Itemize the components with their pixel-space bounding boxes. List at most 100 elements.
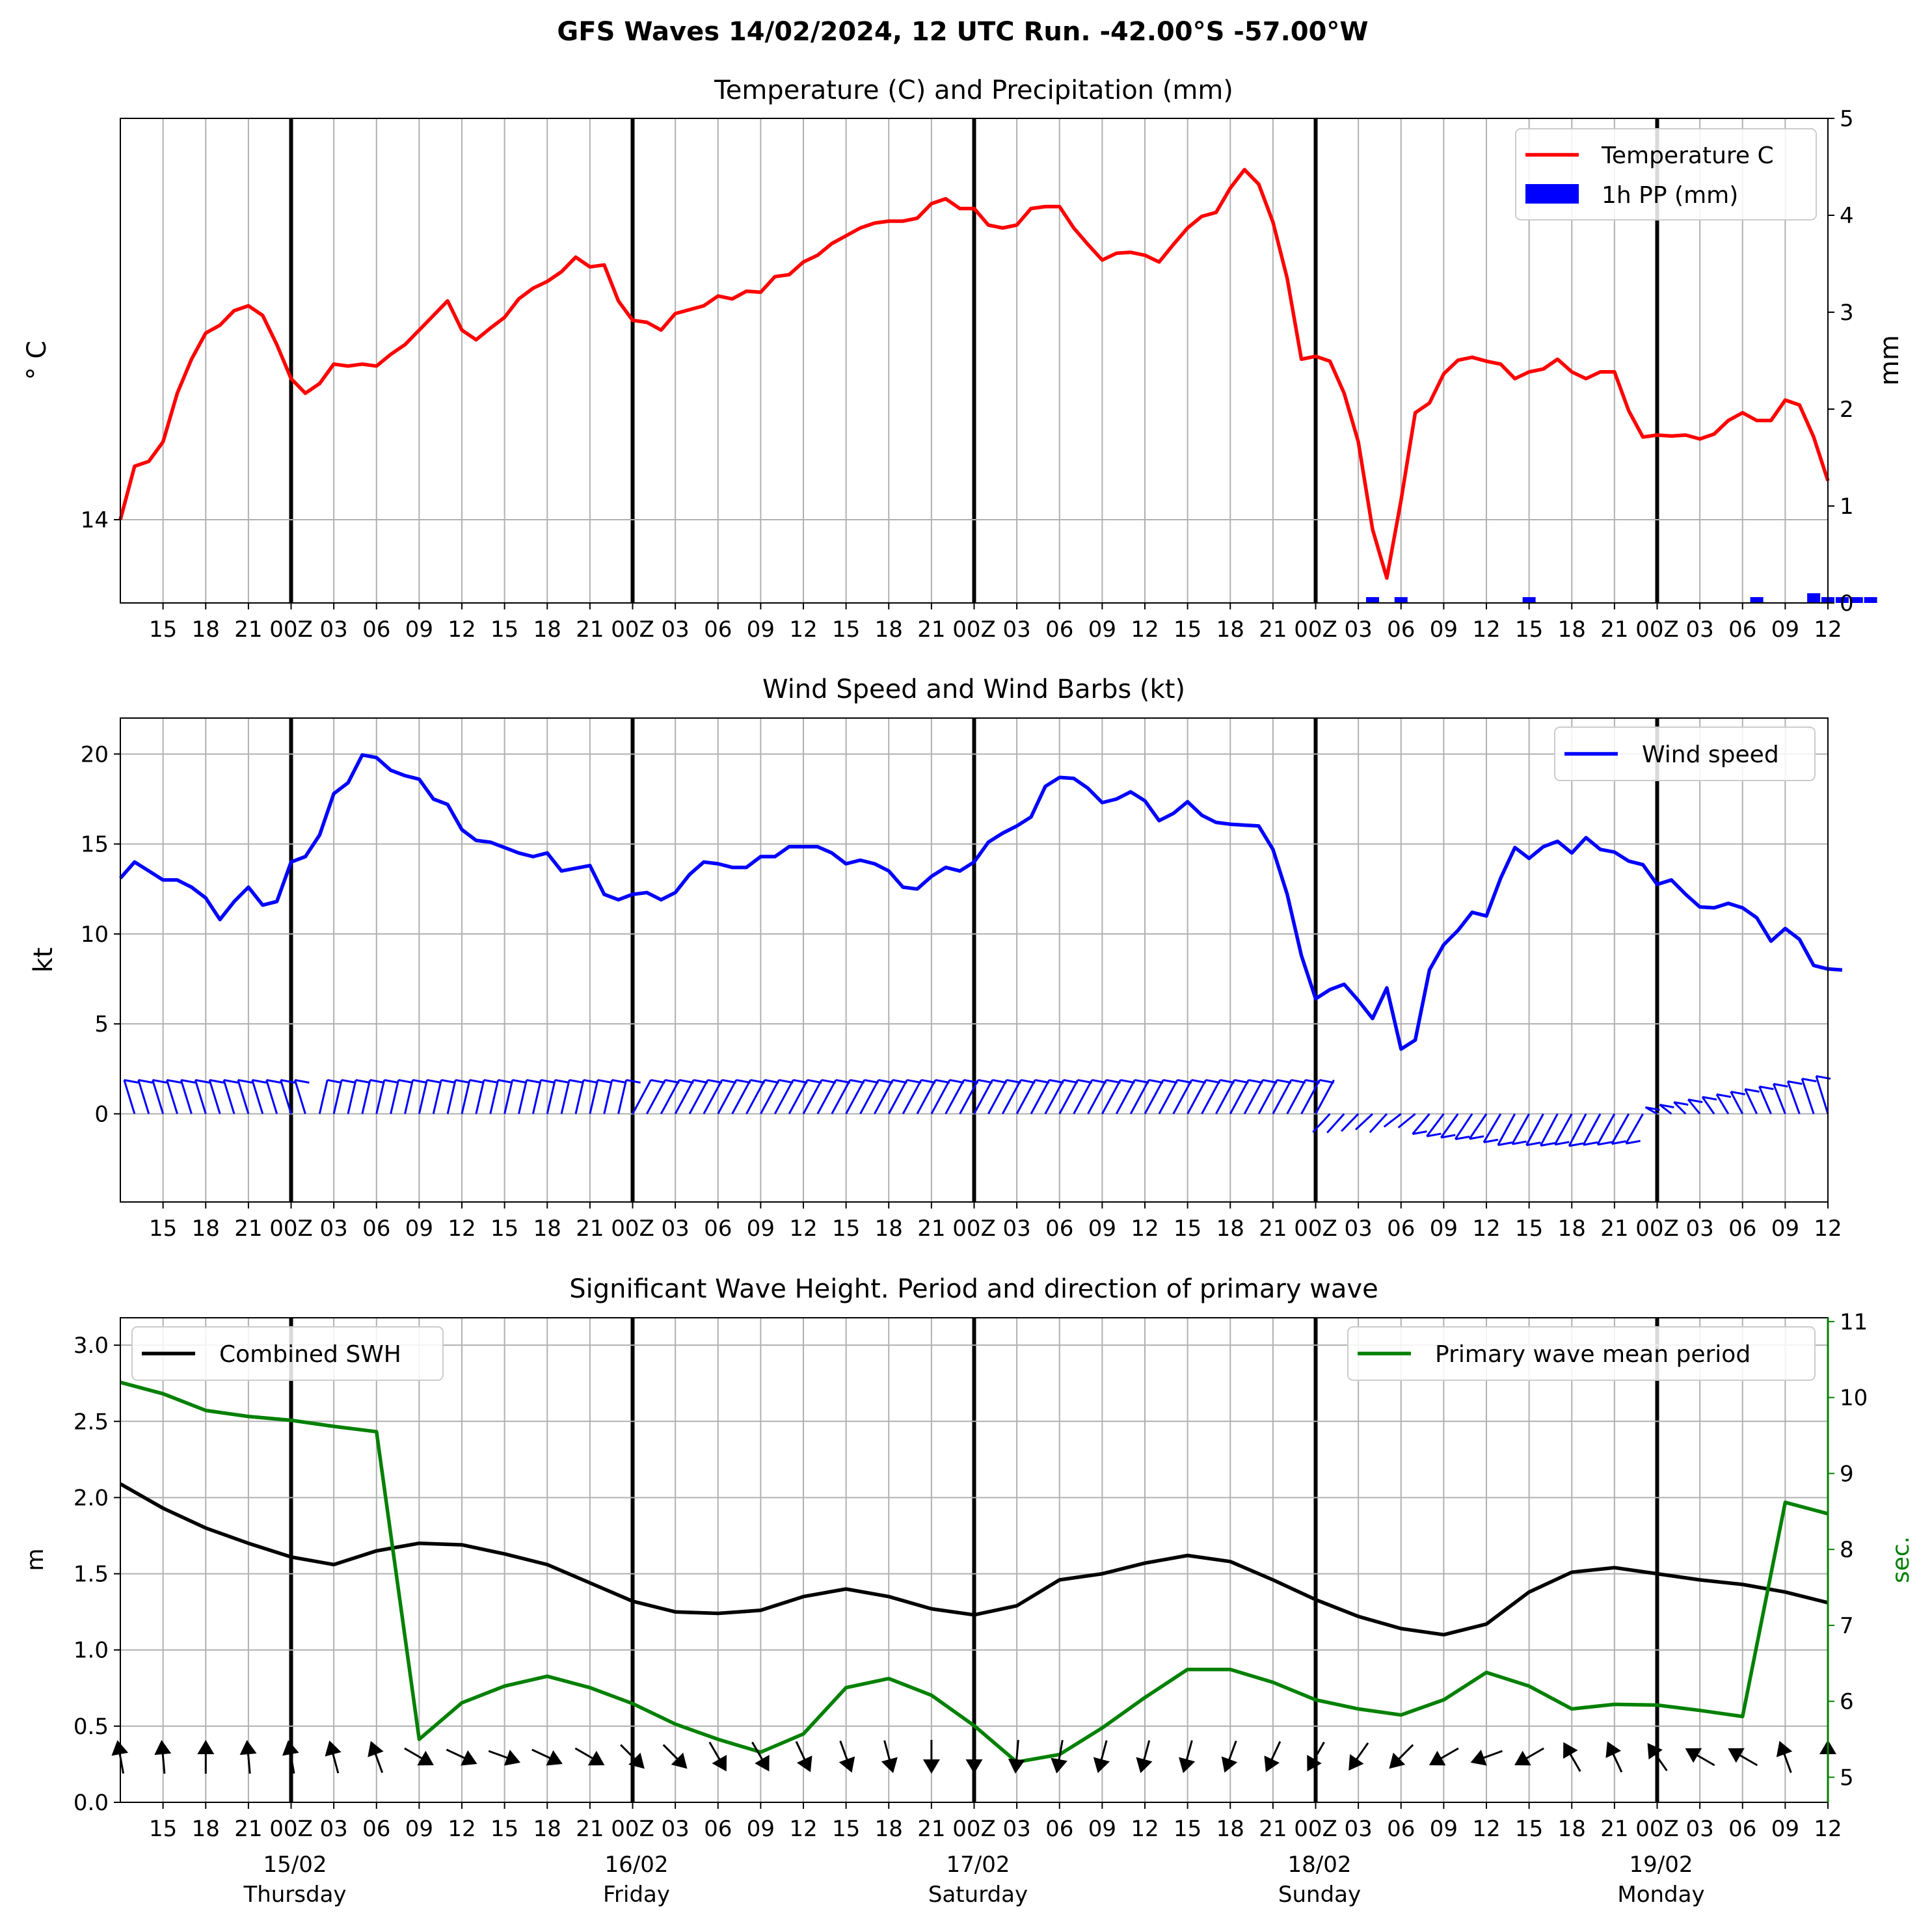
wind-barb-shaft [347, 1080, 357, 1114]
y2-tick-label: 0 [1840, 591, 1854, 617]
wind-barb-shaft [916, 1079, 937, 1115]
swh-y-label: m [22, 1548, 49, 1571]
wind-barb-shaft [1772, 1083, 1786, 1115]
day-name-label: Thursday [243, 1882, 346, 1908]
wind-barb-shaft [874, 1079, 894, 1115]
wind-barb-flag [195, 1079, 210, 1084]
wind-barb-shaft [475, 1080, 485, 1114]
x-tick-label: 15 [1515, 1216, 1543, 1242]
wind-barb-shaft [180, 1080, 193, 1114]
wind-barb-shaft [446, 1080, 457, 1114]
wind-barb-flag [583, 1079, 598, 1084]
wind-barb-shaft [603, 1080, 613, 1114]
wind-barb-shaft [1087, 1079, 1107, 1115]
wave-arrow-shaft [1099, 1740, 1108, 1763]
y2-tick-label: 5 [1840, 106, 1854, 132]
precip-legend-label: 1h PP (mm) [1602, 182, 1738, 209]
wind-barb-flag [1801, 1078, 1817, 1082]
x-tick-label: 09 [1771, 1816, 1799, 1842]
wave-direction-arrow [446, 1748, 477, 1766]
x-tick-label: 18 [875, 1216, 903, 1242]
x-tick-label: 03 [1685, 1216, 1713, 1242]
wind-barb-flag [1611, 1140, 1627, 1145]
y-tick-label: 15 [81, 832, 109, 858]
wind-barb-shaft [1687, 1099, 1701, 1115]
x-tick-label: 06 [1387, 1816, 1415, 1842]
wind-barb-flag [935, 1079, 950, 1084]
wind-barb-shaft [973, 1079, 993, 1115]
x-tick-label: 03 [1685, 617, 1713, 643]
wind-barb-flag [906, 1079, 922, 1084]
wave-direction-arrow [965, 1740, 983, 1774]
wind-barb-flag [1205, 1079, 1220, 1084]
wave-arrow-head [417, 1750, 434, 1766]
wind-barb-shaft [194, 1080, 207, 1114]
precipitation-bars [1366, 593, 1877, 603]
wind-barb-flag [1427, 1132, 1442, 1138]
x-tick-label: 00Z [1294, 1216, 1337, 1242]
x-tick-label: 12 [448, 617, 476, 643]
wave-arrow-shaft [708, 1741, 722, 1762]
wave-arrow-shaft [404, 1747, 425, 1761]
wind-panel-title: Wind Speed and Wind Barbs (kt) [762, 674, 1185, 704]
x-tick-label: 06 [362, 617, 390, 643]
wave-direction-arrow [488, 1750, 521, 1766]
wind-barb-shaft [760, 1079, 780, 1115]
wind-barb-flag [223, 1079, 239, 1084]
y2-tick-label: 2 [1840, 397, 1854, 423]
x-tick-label: 09 [747, 1816, 775, 1842]
wave-direction-arrow [1179, 1740, 1196, 1774]
wind-barb-shaft [1215, 1079, 1235, 1115]
wave-direction-arrow [325, 1740, 342, 1774]
wave-arrow-head [587, 1750, 605, 1766]
wind-barb-shaft [1229, 1079, 1250, 1115]
wave-direction-arrow [1605, 1741, 1623, 1773]
wind-barb-flag [412, 1079, 427, 1084]
wind-barb-shaft [166, 1080, 178, 1114]
wave-arrow-shaft [883, 1740, 891, 1763]
wind-barb-shaft [1744, 1088, 1758, 1115]
wave-arrow-shaft [1354, 1742, 1369, 1762]
wind-barb-flag [1597, 1141, 1613, 1146]
x-tick-label: 18 [1216, 1816, 1244, 1842]
wave-arrow-shaft [574, 1747, 595, 1761]
y-tick-label: 5 [94, 1011, 109, 1037]
wind-barb-shaft [461, 1080, 471, 1114]
wind-barb-shaft [1073, 1079, 1093, 1115]
x-tick-label: 09 [1088, 1216, 1116, 1242]
x-tick-label: 15 [490, 1816, 518, 1842]
wind-barb-flag [1730, 1091, 1746, 1095]
wind-barb-flag [1787, 1080, 1803, 1085]
x-tick-label: 03 [1344, 1216, 1372, 1242]
wave-arrow-shaft [1737, 1753, 1758, 1767]
wave-direction-arrow [1429, 1747, 1459, 1766]
wind-barb-shaft [1115, 1079, 1136, 1115]
wave-arrow-head [1470, 1750, 1487, 1766]
wind-barb-shaft [1315, 1079, 1335, 1115]
wave-arrow-head [1051, 1757, 1067, 1774]
period-legend: Primary wave mean period [1347, 1326, 1816, 1381]
wind-barb-shaft [902, 1079, 922, 1115]
wave-arrow-shaft [531, 1748, 553, 1760]
wind-barb-shaft [1659, 1104, 1672, 1115]
wave-arrow-head [1776, 1741, 1793, 1757]
wind-barb-flag [651, 1079, 665, 1084]
wave-arrow-shaft [1228, 1741, 1237, 1763]
x-tick-label: 03 [319, 1216, 347, 1242]
wind-barb-flag [124, 1079, 139, 1084]
wind-barb-shaft [208, 1080, 221, 1114]
x-tick-label: 00Z [952, 1816, 996, 1842]
wind-barb-flag [369, 1079, 385, 1084]
y-tick-label: 0.5 [74, 1714, 109, 1740]
x-tick-label: 12 [448, 1216, 476, 1242]
day-name-label: Friday [603, 1882, 670, 1908]
wind-barb-shaft [489, 1080, 500, 1114]
wind-barb-flag [1077, 1079, 1093, 1084]
wind-barb-shaft [1058, 1079, 1079, 1115]
x-tick-label: 03 [1344, 1816, 1372, 1842]
wind-barb-flag [665, 1079, 680, 1084]
wind-barb-shaft [1326, 1113, 1345, 1134]
wind-barb-flag [295, 1079, 310, 1084]
wind-barb-flag [1645, 1106, 1660, 1111]
wind-barb-flag [1469, 1135, 1484, 1140]
